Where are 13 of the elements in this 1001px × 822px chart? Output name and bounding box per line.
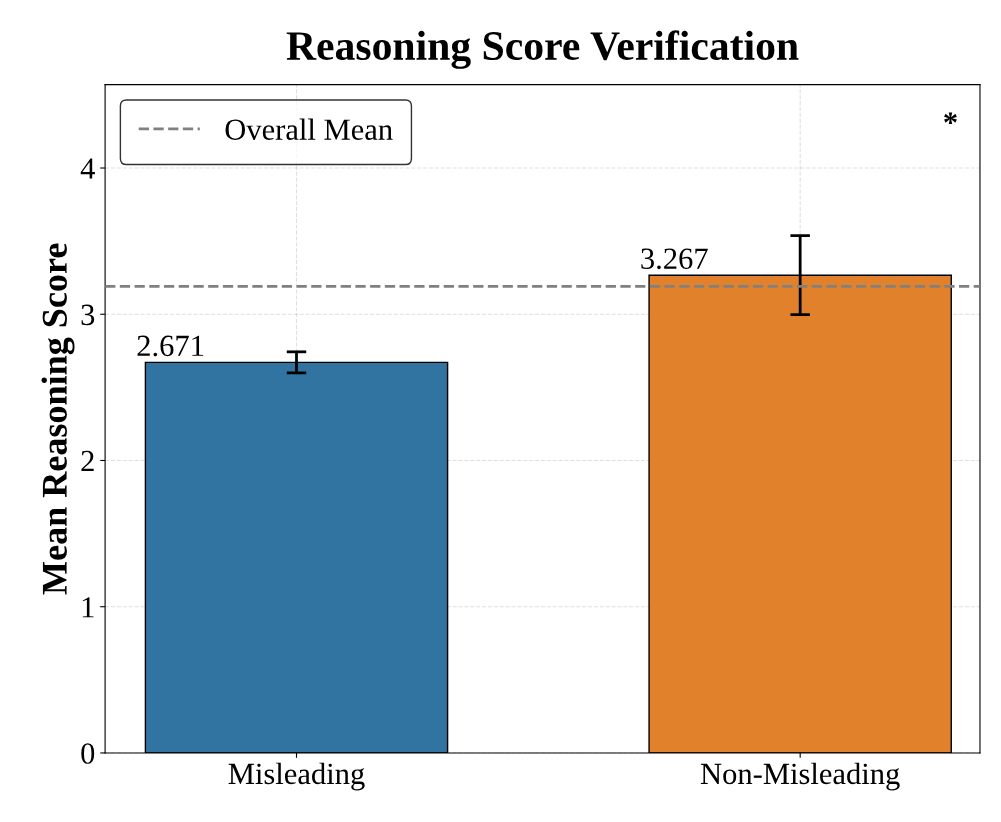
- x-tick-label: Misleading: [228, 762, 365, 791]
- y-axis-title: Mean Reasoning Score: [41, 243, 75, 595]
- y-tick-label: 3: [81, 304, 95, 326]
- x-tick-label: Non-Misleading: [700, 762, 900, 791]
- y-tick-label: 2: [81, 450, 94, 472]
- data-label: 3.267: [641, 248, 708, 270]
- y-tick-label: 4: [80, 158, 95, 179]
- annotation: *: [944, 112, 957, 124]
- y-tick-label: 0: [81, 743, 95, 764]
- chart-title: Reasoning Score Verification: [286, 30, 799, 69]
- y-tick-label: 1: [82, 597, 94, 618]
- legend-label: Overall Mean: [225, 118, 393, 140]
- data-label: 2.671: [137, 335, 204, 357]
